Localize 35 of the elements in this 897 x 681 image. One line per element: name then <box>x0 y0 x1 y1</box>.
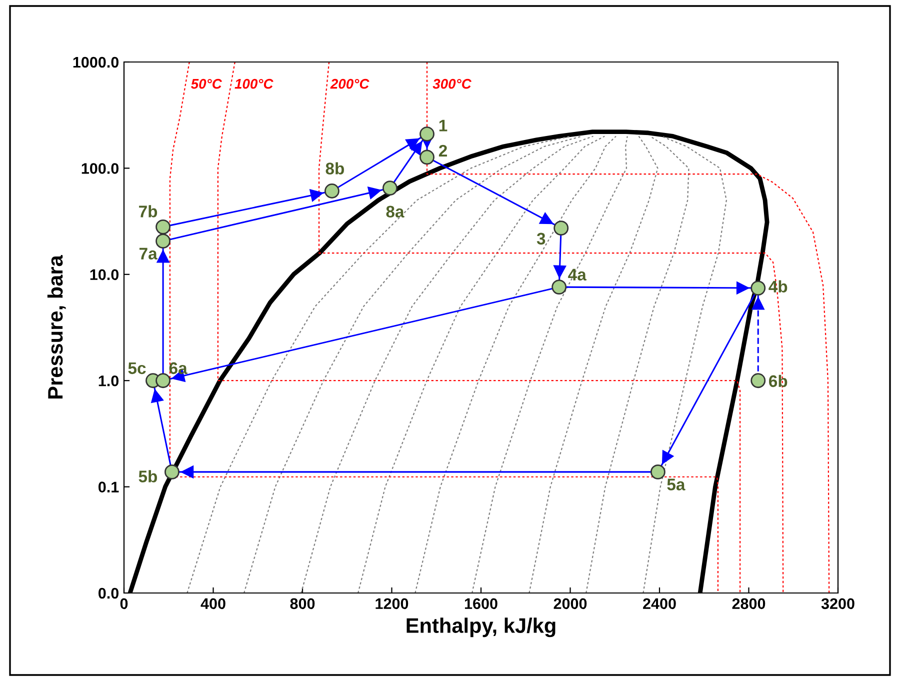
annotation: 50°C <box>190 78 222 89</box>
y-axis-title: Pressure, bara <box>47 254 66 398</box>
annotation: 100°C <box>234 78 274 89</box>
y-tick-label: 1.0 <box>98 375 119 386</box>
annotation: 6b <box>769 374 788 388</box>
annotation: 200°C <box>330 78 370 89</box>
annotation: 5b <box>138 470 158 482</box>
annotation: 7a <box>139 248 158 260</box>
x-tick-label: 0 <box>120 598 128 610</box>
x-tick-label: 400 <box>200 598 226 610</box>
x-tick-label: 2800 <box>732 598 766 610</box>
y-tick-label: 0.0 <box>98 588 119 599</box>
annotation: 5c <box>128 362 146 374</box>
annotation: 300°C <box>432 78 472 89</box>
y-tick-label: 0.1 <box>98 482 119 492</box>
annotation: 1 <box>439 120 448 132</box>
x-tick-label: 800 <box>290 598 315 610</box>
y-tick-label: 1000.0 <box>73 56 119 68</box>
annotation: 5a <box>667 478 686 490</box>
y-tick-label: 100.0 <box>82 163 119 174</box>
annotation: 7b <box>139 205 158 218</box>
annotation: 8a <box>386 206 404 218</box>
x-tick-label: 2000 <box>554 598 587 610</box>
annotation: 4a <box>568 268 586 281</box>
x-axis-title: Enthalpy, kJ/kg <box>406 618 556 638</box>
annotation: 8b <box>326 162 344 174</box>
x-tick-label: 1200 <box>376 598 408 610</box>
annotation: 4b <box>768 280 788 293</box>
x-tick-label: 2400 <box>643 598 676 610</box>
annotation: 3 <box>536 232 546 245</box>
x-tick-label: 3200 <box>821 598 854 610</box>
annotation: 2 <box>438 144 447 156</box>
y-tick-label: 10.0 <box>90 269 119 280</box>
annotation: 6a <box>169 362 188 374</box>
x-tick-label: 1600 <box>464 598 498 610</box>
